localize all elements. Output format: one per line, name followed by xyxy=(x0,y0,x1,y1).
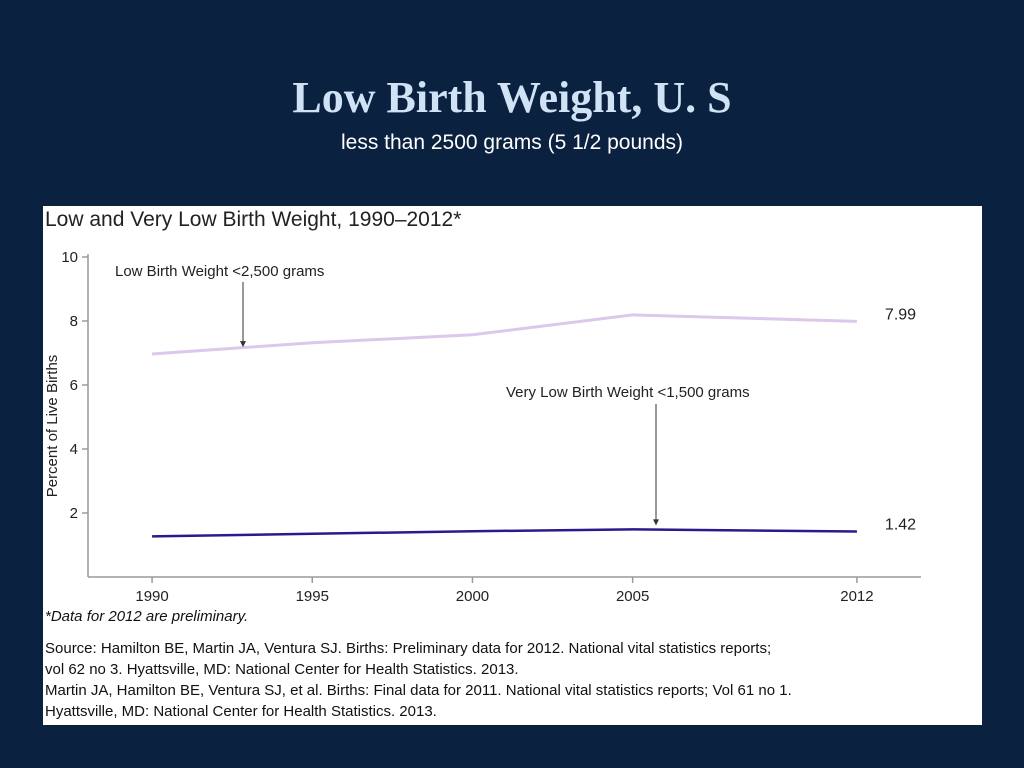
line-chart: Low and Very Low Birth Weight, 1990–2012… xyxy=(44,208,921,605)
annotation-arrow-low-birth-weight-head xyxy=(240,341,246,348)
x-tick-label: 2000 xyxy=(456,588,489,605)
y-tick-label: 10 xyxy=(61,249,78,266)
y-axis-label: Percent of Live Births xyxy=(44,355,61,498)
annotation-arrow-very-low-birth-weight-head xyxy=(653,519,659,526)
x-ticks: 1990 1995 2000 2005 2012 xyxy=(135,577,874,605)
series-line-very-low-birth-weight xyxy=(152,528,857,538)
source-line: Source: Hamilton BE, Martin JA, Ventura … xyxy=(45,640,772,657)
annotation-low-birth-weight: Low Birth Weight <2,500 grams xyxy=(115,263,324,280)
annotation-very-low-birth-weight: Very Low Birth Weight <1,500 grams xyxy=(506,384,750,401)
source-line: vol 62 no 3. Hyattsville, MD: National C… xyxy=(45,661,519,678)
end-value-label: 1.42 xyxy=(885,517,916,534)
y-tick-label: 4 xyxy=(70,441,78,458)
chart-panel: Low and Very Low Birth Weight, 1990–2012… xyxy=(43,206,982,725)
y-tick-label: 8 xyxy=(70,313,78,330)
slide-subtitle: less than 2500 grams (5 1/2 pounds) xyxy=(340,131,684,154)
x-tick-label: 1995 xyxy=(296,588,329,605)
chart-note: *Data for 2012 are preliminary. xyxy=(45,608,249,625)
series-line-low-birth-weight xyxy=(151,313,857,356)
chart-title: Low and Very Low Birth Weight, 1990–2012… xyxy=(45,208,461,231)
y-ticks: 2 4 6 8 10 xyxy=(61,249,88,522)
end-value-label: 7.99 xyxy=(885,306,916,323)
source-line: Hyattsville, MD: National Center for Hea… xyxy=(45,703,437,720)
source-line: Martin JA, Hamilton BE, Ventura SJ, et a… xyxy=(45,682,792,699)
series-layer: 7.99 1.42 xyxy=(151,306,916,538)
slide-title: Low Birth Weight, U. S xyxy=(292,73,732,122)
y-tick-label: 2 xyxy=(70,505,78,522)
y-tick-label: 6 xyxy=(70,377,78,394)
x-tick-label: 1990 xyxy=(135,588,168,605)
x-tick-label: 2005 xyxy=(616,588,649,605)
x-tick-label: 2012 xyxy=(840,588,873,605)
annotation-layer: Low Birth Weight <2,500 grams Very Low Bi… xyxy=(115,263,750,526)
